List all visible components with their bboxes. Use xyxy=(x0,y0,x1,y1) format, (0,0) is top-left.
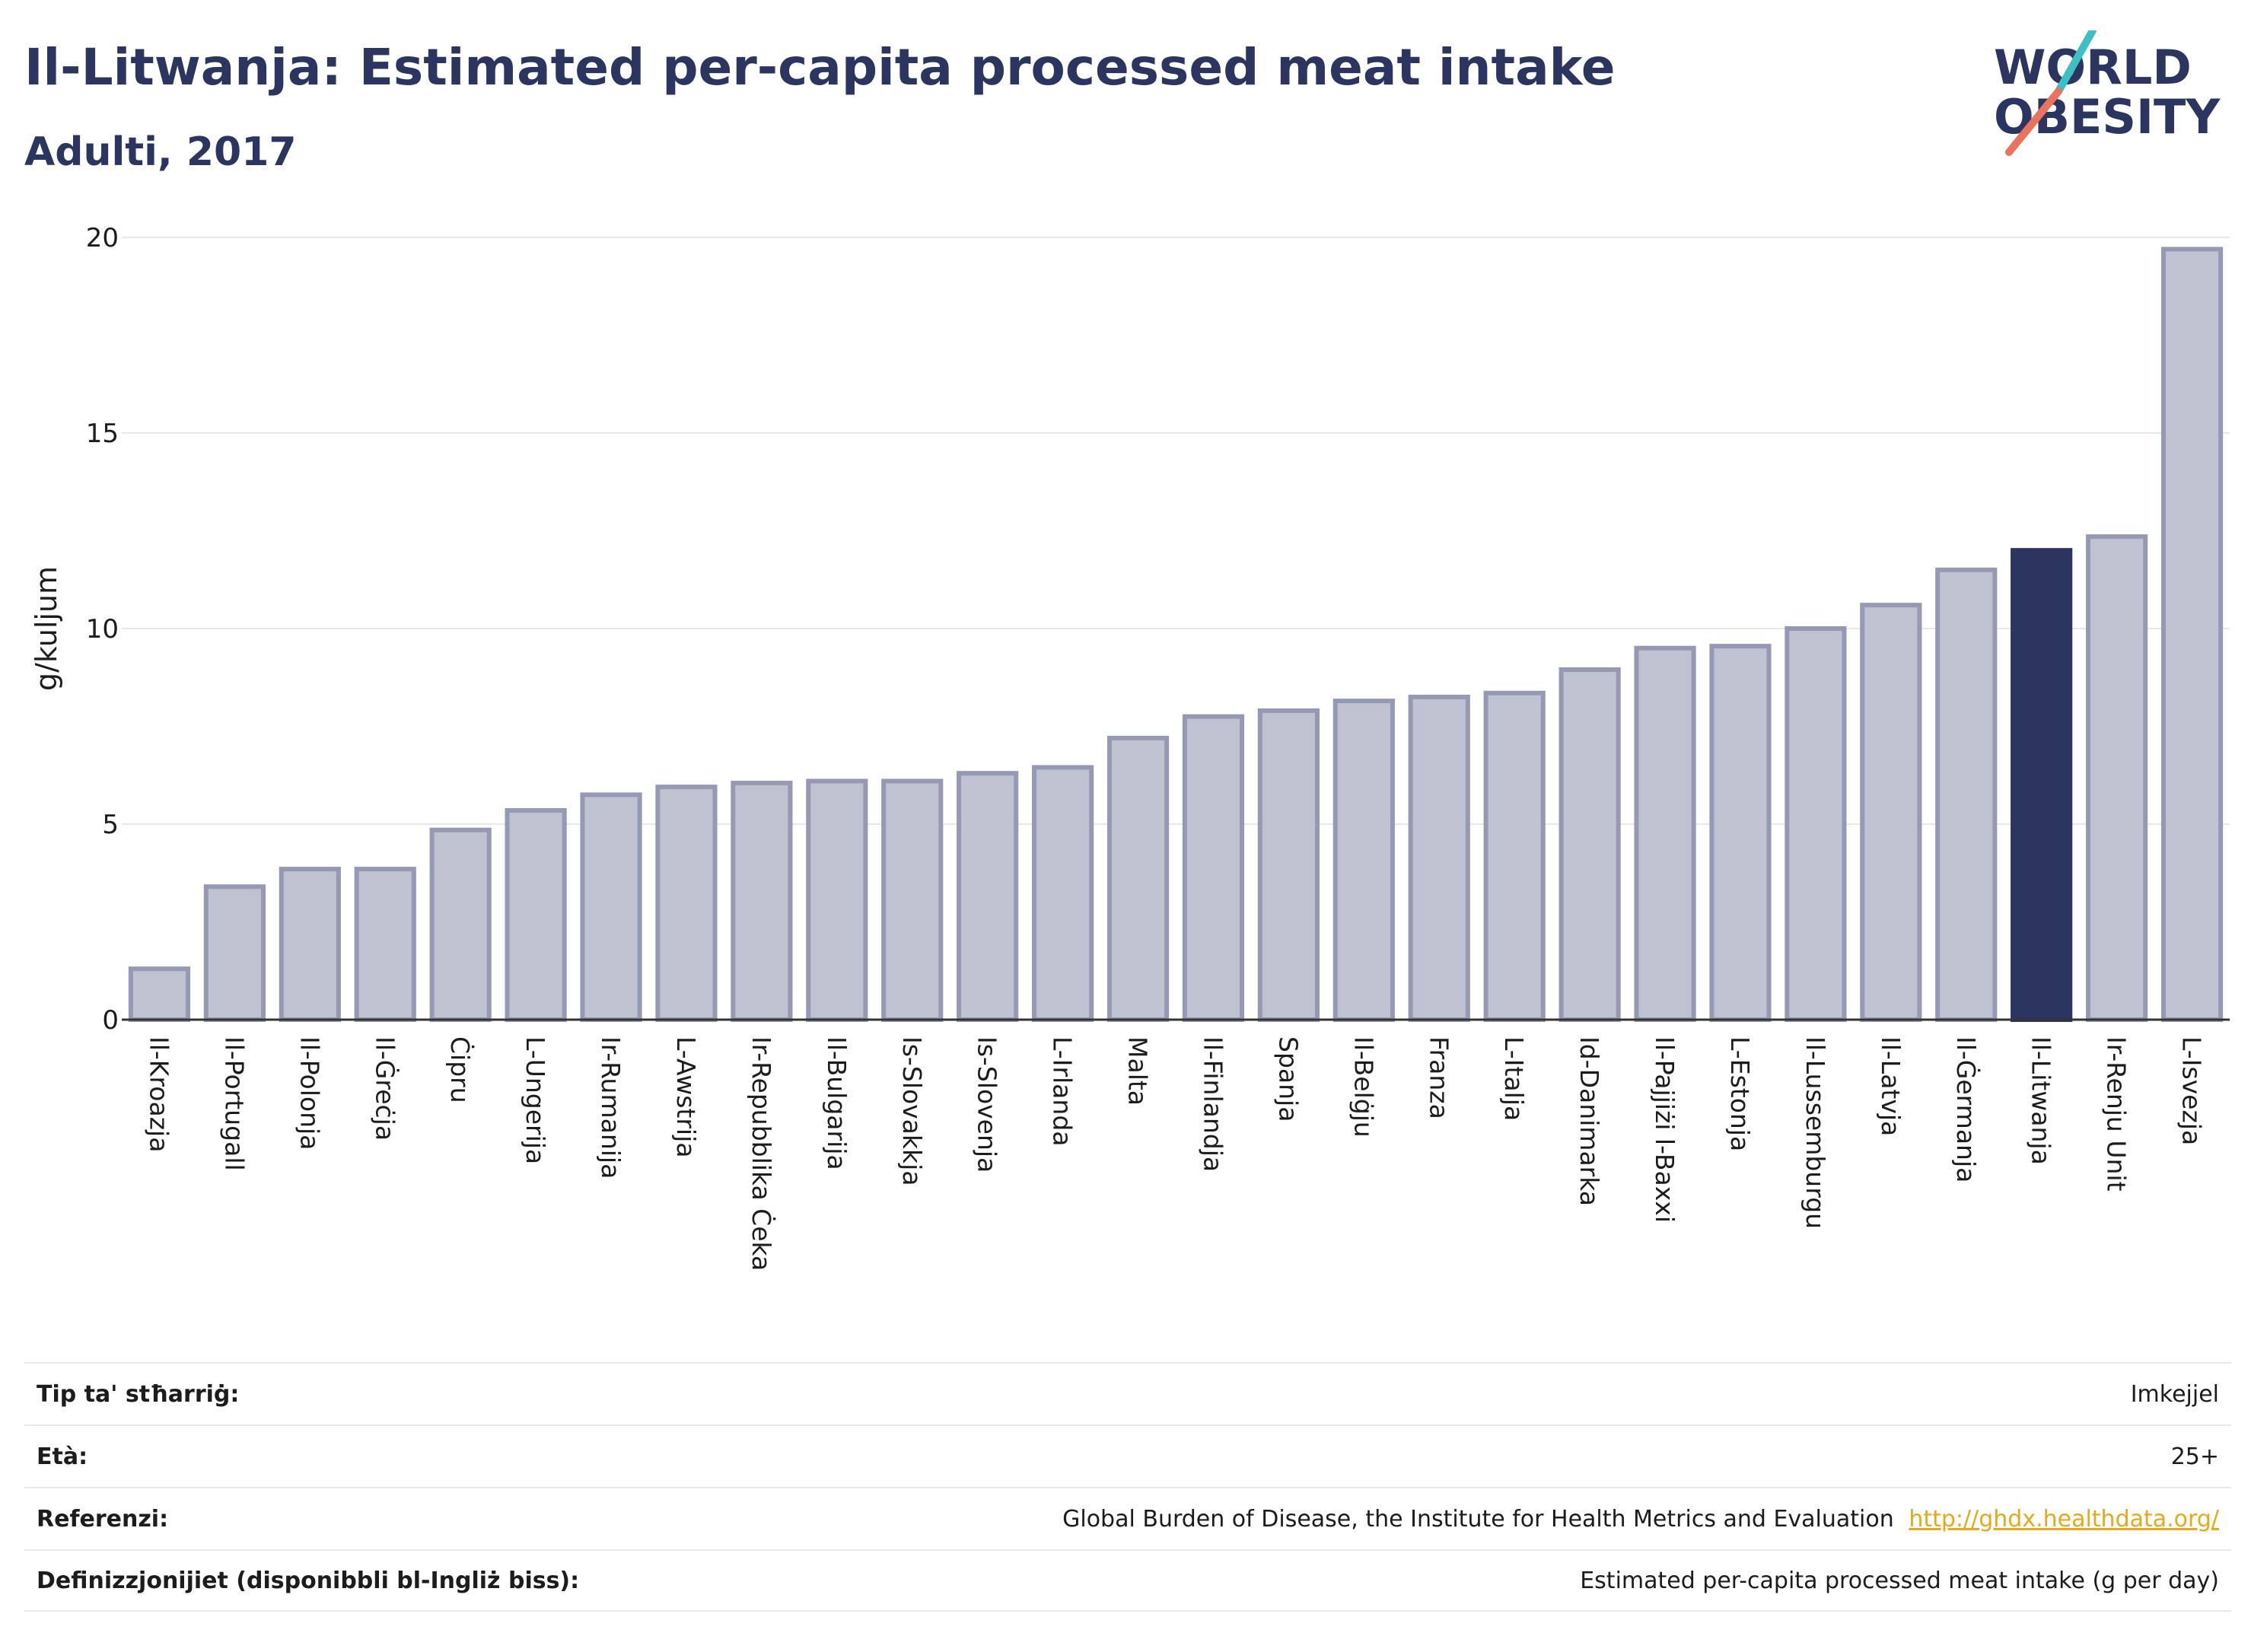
logo-text-obesity: OBESITY xyxy=(1994,89,2221,145)
bar-3 xyxy=(279,867,341,1022)
x-tick-label: Malta xyxy=(1123,1036,1153,1106)
bar-2 xyxy=(203,884,266,1022)
x-tick-label: Il-Ġreċja xyxy=(370,1036,400,1141)
bar-1 xyxy=(128,966,191,1023)
bar-27 xyxy=(2086,534,2148,1022)
x-tick-label: Il-Ġermanja xyxy=(1951,1036,1982,1183)
bar-18 xyxy=(1408,694,1470,1022)
bar-20 xyxy=(1559,667,1621,1022)
x-tick-label: Ċipru xyxy=(445,1036,476,1103)
bar-23 xyxy=(1785,626,1847,1022)
meta-label: Referenzi: xyxy=(37,1505,169,1533)
metadata-table: Tip ta' stħarriġ: Imkejjel Età: 25+ Refe… xyxy=(24,1362,2231,1612)
x-tick-label: Franza xyxy=(1424,1036,1453,1119)
x-tick-label: Is-Slovakkja xyxy=(897,1036,927,1186)
x-tick-label: Il-Bulgarija xyxy=(822,1036,852,1170)
x-tick-label: L-Ungerija xyxy=(521,1036,550,1164)
bar-chart: 0 5 10 15 20 Il-Kroazja Il-Portugall Il-Polonj… xyxy=(30,223,2230,1271)
y-axis-ticks: 0 5 10 15 20 xyxy=(86,223,119,1036)
x-tick-label: Il-Belġju xyxy=(1348,1036,1378,1138)
meta-row-references: Referenzi: Global Burden of Disease, the… xyxy=(24,1487,2231,1549)
meta-label: Età: xyxy=(37,1443,88,1470)
world-obesity-logo: WORLD OBESITY xyxy=(1994,30,2221,156)
page-subtitle: Adulti, 2017 xyxy=(24,129,297,175)
bar-28 xyxy=(2160,247,2224,1023)
x-tick-label: Il-Litwanja xyxy=(2027,1036,2056,1165)
x-tick-label: Is-Slovenja xyxy=(973,1036,1002,1173)
bar-10 xyxy=(806,778,868,1022)
bar-21 xyxy=(1634,645,1696,1022)
reference-link[interactable]: http://ghdx.healthdata.org/ xyxy=(1909,1505,2219,1533)
bar-13 xyxy=(1032,765,1094,1022)
bar-15 xyxy=(1182,714,1245,1023)
y-tick-label: 20 xyxy=(86,223,119,253)
bar-25 xyxy=(1935,567,1998,1022)
bar-12 xyxy=(957,771,1019,1022)
page-title: Il-Litwanja: Estimated per-capita proces… xyxy=(24,38,1616,97)
x-tick-label: Il-Portugall xyxy=(219,1036,249,1171)
bar-26 xyxy=(2011,548,2073,1022)
y-tick-label: 0 xyxy=(102,1005,119,1036)
bar-6 xyxy=(505,808,567,1022)
x-tick-label: Il-Pajjiżi l-Baxxi xyxy=(1650,1036,1679,1223)
x-tick-label: L-Irlanda xyxy=(1048,1036,1078,1147)
x-tick-label: L-Estonja xyxy=(1725,1036,1755,1151)
meta-value: 25+ xyxy=(2170,1443,2219,1470)
bar-9 xyxy=(731,781,793,1023)
x-tick-label: L-Italja xyxy=(1499,1036,1529,1121)
y-tick-label: 10 xyxy=(86,614,119,645)
x-tick-label: Id-Danimarka xyxy=(1574,1036,1604,1206)
meta-row-age: Età: 25+ xyxy=(24,1424,2231,1487)
x-tick-label: Il-Polonja xyxy=(295,1036,324,1150)
bar-24 xyxy=(1860,603,1922,1022)
bar-14 xyxy=(1106,735,1170,1022)
bar-8 xyxy=(655,785,718,1023)
bar-4 xyxy=(354,867,416,1022)
y-tick-label: 5 xyxy=(102,810,119,840)
logo-slash-coral xyxy=(2005,88,2062,156)
x-tick-label: Il-Finlandja xyxy=(1198,1036,1227,1172)
x-tick-label: Il-Kroazja xyxy=(144,1036,174,1152)
x-axis-ticks: Il-Kroazja Il-Portugall Il-Polonja Il-Ġreċj… xyxy=(144,1036,2206,1271)
meta-value: Global Burden of Disease, the Institute … xyxy=(1062,1505,1894,1533)
bar-16 xyxy=(1257,708,1320,1022)
y-tick-label: 15 xyxy=(86,419,119,449)
bar-11 xyxy=(881,778,944,1022)
x-tick-label: L-Isvezja xyxy=(2177,1036,2207,1145)
y-axis-label: g/kuljum xyxy=(30,566,63,691)
bar-19 xyxy=(1483,690,1546,1022)
meta-label: Tip ta' stħarriġ: xyxy=(37,1380,240,1408)
meta-label: Definizzjonijiet (disponibbli bl-Ingliż … xyxy=(37,1567,580,1594)
x-tick-label: Il-Latvja xyxy=(1876,1036,1906,1136)
x-tick-label: Spanja xyxy=(1273,1036,1303,1122)
x-tick-label: L-Awstrija xyxy=(671,1036,701,1157)
x-tick-label: Ir-Renju Unit xyxy=(2102,1036,2132,1192)
bar-17 xyxy=(1332,699,1395,1023)
bar-7 xyxy=(580,792,642,1022)
bar-5 xyxy=(429,827,492,1022)
bars xyxy=(128,247,2224,1023)
x-tick-label: Il-Lussemburgu xyxy=(1800,1036,1830,1229)
meta-row-definitions: Definizzjonijiet (disponibbli bl-Ingliż … xyxy=(24,1549,2231,1612)
meta-row-survey-type: Tip ta' stħarriġ: Imkejjel xyxy=(24,1362,2231,1424)
meta-value: Imkejjel xyxy=(2130,1380,2219,1408)
logo-text-world: WORLD xyxy=(1994,40,2192,95)
x-tick-label: Ir-Rumanija xyxy=(596,1036,626,1179)
x-tick-label: Ir-Repubblika Ċeka xyxy=(747,1036,777,1271)
meta-value: Estimated per-capita processed meat inta… xyxy=(1580,1567,2219,1594)
bar-22 xyxy=(1709,644,1772,1022)
logo-slash-teal xyxy=(2055,30,2097,95)
